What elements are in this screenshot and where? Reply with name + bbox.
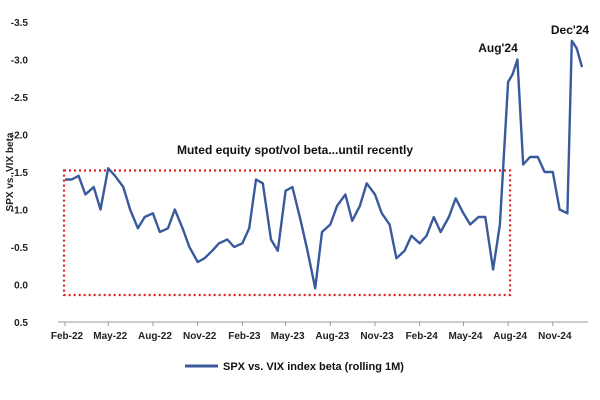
y-tick-label: 0.5 bbox=[14, 318, 28, 329]
y-tick-label: -0.5 bbox=[11, 243, 29, 254]
aug24-annotation: Aug'24 bbox=[478, 41, 518, 55]
x-tick-label: May-22 bbox=[93, 331, 127, 342]
x-tick-label: Nov-23 bbox=[360, 331, 394, 342]
x-tick-label: Feb-24 bbox=[406, 331, 439, 342]
y-tick-label: -2.0 bbox=[11, 131, 29, 142]
y-tick-label: -1.5 bbox=[11, 168, 29, 179]
y-tick-label: -1.0 bbox=[11, 206, 29, 217]
x-tick-label: Aug-22 bbox=[138, 331, 172, 342]
dec24-annotation: Dec'24 bbox=[551, 23, 590, 37]
muted-beta-annotation: Muted equity spot/vol beta...until recen… bbox=[177, 143, 413, 157]
x-tick-label: May-24 bbox=[448, 331, 482, 342]
x-tick-label: Aug-23 bbox=[315, 331, 349, 342]
y-tick-label: -3.5 bbox=[11, 18, 29, 29]
x-axis: Feb-22 May-22 Aug-22 Nov-22 Feb-23 May-23 Aug-… bbox=[51, 321, 588, 342]
y-tick-label: -3.0 bbox=[11, 56, 29, 67]
y-axis-label: SPX vs. VIX beta bbox=[5, 132, 16, 211]
legend-label: SPX vs. VIX index beta (rolling 1M) bbox=[223, 361, 404, 373]
x-tick-label: Feb-23 bbox=[228, 331, 261, 342]
y-axis: -3.5 -3.0 -2.5 -2.0 -1.5 -1.0 -0.5 0.0 0.5 bbox=[11, 18, 29, 329]
spx-vix-beta-line bbox=[65, 39, 584, 290]
y-tick-label: -2.5 bbox=[11, 93, 29, 104]
y-tick-label: 0.0 bbox=[14, 281, 28, 292]
x-tick-label: Nov-22 bbox=[183, 331, 217, 342]
x-tick-label: Aug-24 bbox=[493, 331, 527, 342]
x-tick-label: Feb-22 bbox=[51, 331, 84, 342]
x-tick-label: May-23 bbox=[271, 331, 305, 342]
x-tick-label: Nov-24 bbox=[538, 331, 572, 342]
